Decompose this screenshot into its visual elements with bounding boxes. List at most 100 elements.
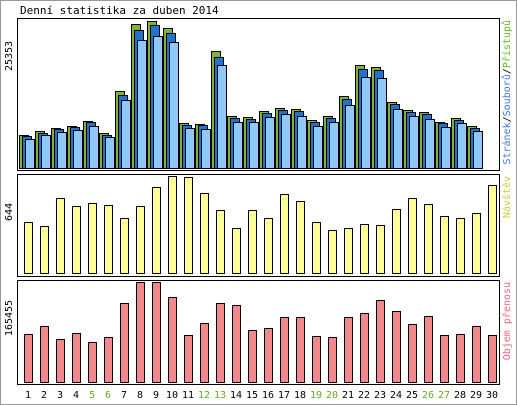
bar-objem-přenosu-day-28 [456,334,465,383]
x-tick-label-day-20: 20 [326,390,338,401]
legend-entry: Stránek [501,122,513,164]
bar-objem-přenosu-day-13 [216,303,225,383]
bar-objem-přenosu-day-7 [120,303,129,383]
bar-stránek-day-8 [137,40,147,169]
bar-stránek-day-5 [89,126,99,169]
bar-stránek-day-11 [185,128,195,169]
bar-objem-přenosu-day-21 [344,317,353,383]
bar-návštěv-day-23 [376,225,385,274]
bar-objem-přenosu-day-2 [40,326,49,383]
bar-stránek-day-17 [281,114,291,169]
bar-návštěv-day-12 [200,193,209,274]
x-tick-label-day-11: 11 [182,390,194,401]
bar-stránek-day-16 [265,117,275,169]
x-tick-label-day-2: 2 [41,390,47,401]
x-tick-label-day-14: 14 [230,390,242,401]
panel-1-legend: Stránek/Souborů/Přístupů [501,20,513,165]
x-tick-label-day-27: 27 [438,390,450,401]
legend-separator: / [502,116,513,122]
x-tick-label-day-13: 13 [214,390,226,401]
legend-separator: / [502,68,513,74]
bar-stránek-day-15 [249,122,259,169]
bar-stránek-day-10 [169,42,179,169]
x-tick-label-day-29: 29 [470,390,482,401]
bar-návštěv-day-30 [488,185,497,274]
bar-objem-přenosu-day-29 [472,326,481,383]
bar-stránek-day-13 [217,65,227,169]
bar-stránek-day-20 [329,122,339,169]
bar-objem-přenosu-day-15 [248,330,257,383]
bar-objem-přenosu-day-11 [184,335,193,383]
bar-stránek-day-21 [345,105,355,169]
bar-návštěv-day-18 [296,201,305,274]
bar-stránek-day-23 [377,78,387,169]
x-tick-label-day-18: 18 [294,390,306,401]
bar-stránek-day-24 [393,109,403,169]
x-tick-label-day-24: 24 [390,390,402,401]
x-tick-label-day-3: 3 [57,390,63,401]
x-tick-label-day-17: 17 [278,390,290,401]
bar-návštěv-day-27 [440,216,449,274]
bar-návštěv-day-1 [24,222,33,274]
panel-frame-2 [17,174,500,277]
x-tick-label-day-16: 16 [262,390,274,401]
bar-stránek-day-12 [201,129,211,169]
bar-návštěv-day-22 [360,224,369,274]
bar-návštěv-day-14 [232,228,241,274]
bar-objem-přenosu-day-26 [424,316,433,383]
bar-stránek-day-26 [425,119,435,169]
bar-návštěv-day-8 [136,206,145,274]
bar-objem-přenosu-day-25 [408,324,417,383]
x-tick-label-day-22: 22 [358,390,370,401]
bar-návštěv-day-21 [344,228,353,274]
bar-návštěv-day-6 [104,205,113,274]
bar-stránek-day-1 [25,139,35,169]
x-tick-label-day-4: 4 [73,390,79,401]
bar-objem-přenosu-day-1 [24,334,33,383]
bar-objem-přenosu-day-19 [312,336,321,383]
bar-návštěv-day-19 [312,222,321,274]
x-tick-label-day-26: 26 [422,390,434,401]
panel-frame-3 [17,280,500,385]
bar-návštěv-day-20 [328,230,337,274]
panel-2-legend: Návštěv [501,176,513,218]
x-tick-label-day-15: 15 [246,390,258,401]
x-tick-label-day-8: 8 [137,390,143,401]
bar-návštěv-day-25 [408,198,417,274]
bar-stránek-day-29 [473,131,483,169]
bar-objem-přenosu-day-24 [392,311,401,383]
bar-objem-přenosu-day-4 [72,333,81,383]
bar-návštěv-day-26 [424,204,433,274]
x-tick-label-day-5: 5 [89,390,95,401]
panel-2-max-label: 644 [4,203,15,221]
bar-návštěv-day-3 [56,198,65,274]
bar-objem-přenosu-day-8 [136,282,145,383]
bar-objem-přenosu-day-27 [440,335,449,383]
bar-návštěv-day-17 [280,194,289,274]
bar-stránek-day-14 [233,122,243,169]
bar-objem-přenosu-day-17 [280,317,289,383]
legend-entry: Návštěv [501,176,513,218]
x-tick-label-day-23: 23 [374,390,386,401]
bar-stránek-day-27 [441,127,451,169]
bar-stránek-day-18 [297,116,307,169]
x-tick-label-day-28: 28 [454,390,466,401]
bar-objem-přenosu-day-5 [88,342,97,383]
bar-návštěv-day-10 [168,176,177,274]
bar-návštěv-day-13 [216,210,225,274]
bar-objem-přenosu-day-16 [264,328,273,383]
bar-stránek-day-28 [457,123,467,169]
legend-entry: Přístupů [501,20,513,68]
bar-objem-přenosu-day-22 [360,313,369,383]
bar-objem-přenosu-day-18 [296,317,305,383]
bar-návštěv-day-24 [392,209,401,274]
bar-stránek-day-2 [41,135,51,169]
bar-objem-přenosu-day-20 [328,337,337,383]
x-tick-label-day-21: 21 [342,390,354,401]
bar-stránek-day-19 [313,126,323,169]
chart-title: Denní statistika za duben 2014 [20,4,219,17]
bar-návštěv-day-7 [120,218,129,274]
bar-stránek-day-25 [409,116,419,169]
